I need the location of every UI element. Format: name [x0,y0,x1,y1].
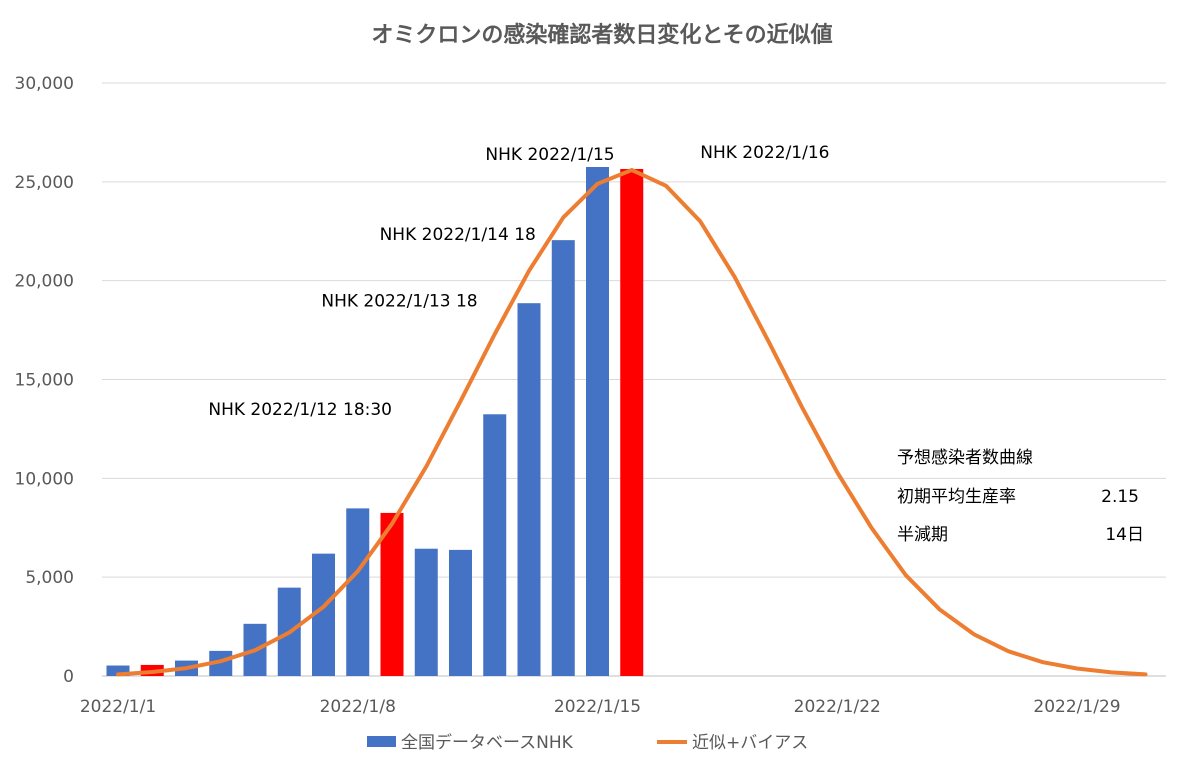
info-box: 予想感染者数曲線 初期平均生産率 2.15 半減期 14日 [897,448,1144,545]
x-tick-label: 2022/1/8 [320,697,396,717]
info-title: 予想感染者数曲線 [897,448,1033,468]
legend-line-label: 近似+バイアス [692,733,808,753]
legend-bar-marker [367,736,396,747]
y-tick-label: 25,000 [15,173,74,193]
y-tick-label: 30,000 [15,74,74,94]
chart-title: オミクロンの感染確認者数日変化とその近似値 [371,22,832,48]
info-rate-value: 2.15 [1101,487,1139,507]
y-tick-label: 5,000 [25,568,74,588]
info-rate-label: 初期平均生産率 [897,487,1016,507]
x-tick-label: 2022/1/15 [554,697,641,717]
bar [551,240,575,676]
y-tick-label: 15,000 [15,371,74,391]
x-tick-label: 2022/1/29 [1033,697,1120,717]
legend: 全国データベースNHK 近似+バイアス [367,732,808,753]
info-halflife-value: 14日 [1105,525,1144,545]
bar-highlight [380,512,404,676]
bar [346,508,370,676]
bar [209,650,233,676]
bar [414,548,438,676]
bar-series [106,167,644,677]
x-tick-label: 2022/1/22 [794,697,881,717]
bar [586,167,609,676]
y-tick-label: 0 [63,667,74,687]
bar [449,549,472,676]
annotation-label: NHK 2022/1/15 [485,145,614,165]
approximation-line [116,168,1148,677]
bar [517,303,541,676]
bar [106,665,130,676]
bar-highlight [620,168,644,677]
annotation-label: NHK 2022/1/13 18 [321,291,477,311]
line-series [116,168,1148,677]
y-tick-label: 10,000 [15,469,74,489]
y-tick-label: 20,000 [15,272,74,292]
bar [483,414,507,676]
x-axis-tick-labels: 2022/1/1 2022/1/8 2022/1/15 2022/1/22 2022/1… [80,697,1121,717]
annotation-label: NHK 2022/1/12 18:30 [208,400,392,420]
x-tick-label: 2022/1/1 [80,697,156,717]
info-halflife-label: 半減期 [897,525,948,545]
bar [312,553,335,676]
annotation-label: NHK 2022/1/16 [700,143,829,163]
legend-bar-label: 全国データベースNHK [401,732,574,753]
annotation-label: NHK 2022/1/14 18 [380,225,536,245]
y-axis-tick-labels: 0 5,000 10,000 15,000 20,000 25,000 30,000 [15,74,74,687]
annotations: NHK 2022/1/12 18:30 NHK 2022/1/13 18 NHK 2… [208,143,829,420]
